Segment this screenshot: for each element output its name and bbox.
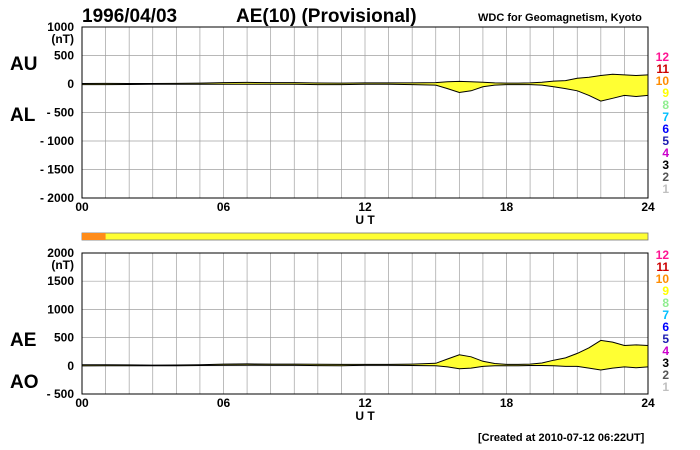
created-timestamp: [Created at 2010-07-12 06:22UT] [478, 432, 645, 444]
index-label-ao: AO [10, 372, 39, 393]
x-tick-label: 00 [75, 200, 89, 214]
x-tick-label: 00 [75, 396, 89, 410]
flag-bar-early-segment [82, 233, 106, 240]
level-legend-label: 11 [656, 260, 669, 274]
level-legend-label: 10 [656, 272, 670, 286]
date-title: 1996/04/03 [82, 6, 177, 27]
level-legend-label: 10 [656, 74, 670, 88]
y-tick-label: - 1000 [40, 134, 74, 148]
y-tick-label: - 1500 [40, 163, 74, 177]
x-tick-label: 06 [217, 200, 231, 214]
au-al-panel: 1000 500 0 - 500 - 1000 - 1500 - 2000 (nT) 00 06 1… [10, 20, 655, 227]
series-line-upper [81, 339, 649, 366]
y-tick-label: 500 [54, 331, 74, 345]
data-quality-bar [81, 232, 649, 241]
y-tick-label: 0 [67, 77, 74, 91]
plot-frame [81, 26, 649, 199]
level-legend-label: 1 [662, 380, 669, 394]
y-unit-label: (nT) [51, 32, 74, 46]
level-legend-label: 9 [662, 284, 669, 298]
index-title: AE(10) (Provisional) [236, 6, 417, 27]
source-label: WDC for Geomagnetism, Kyoto [478, 12, 642, 24]
y-tick-label: 0 [67, 359, 74, 373]
series-line-lower [81, 364, 649, 371]
level-legend-label: 7 [662, 110, 669, 124]
y-unit-label: (nT) [51, 258, 74, 272]
y-tick-label: 1000 [47, 20, 74, 34]
x-axis-label: U T [355, 213, 375, 227]
level-legend-label: 2 [662, 368, 669, 382]
level-legend-label: 4 [662, 344, 669, 358]
y-tick-label: 500 [54, 49, 74, 63]
level-legend-label: 2 [662, 170, 669, 184]
x-axis-label: U T [355, 409, 375, 423]
level-legend-label: 9 [662, 86, 669, 100]
index-label-al: AL [10, 105, 36, 126]
level-legend-label: 11 [656, 62, 669, 76]
x-tick-label: 12 [358, 396, 372, 410]
level-legend-label: 12 [656, 248, 670, 262]
y-tick-label: 1000 [47, 302, 74, 316]
ae-ao-panel: 2000 1500 1000 500 0 - 500 (nT) 00 06 12 18 24 U T AE… [10, 246, 655, 423]
x-tick-label: 18 [500, 200, 514, 214]
level-legend-label: 7 [662, 308, 669, 322]
series-line-lower [82, 83, 649, 102]
x-tick-label: 24 [641, 396, 655, 410]
y-tick-label: - 500 [47, 106, 75, 120]
level-legend-label: 8 [662, 296, 669, 310]
level-legend-label: 6 [662, 122, 669, 136]
x-tick-label: 06 [217, 396, 231, 410]
x-tick-label: 12 [358, 200, 372, 214]
level-legend-label: 5 [662, 332, 669, 346]
data-band-area [82, 340, 648, 370]
y-tick-label: 1500 [47, 274, 74, 288]
level-legend-label: 6 [662, 320, 669, 334]
x-tick-label: 24 [641, 200, 655, 214]
series-line-upper [81, 73, 649, 84]
index-label-ae: AE [10, 330, 36, 351]
level-legend-label: 12 [656, 50, 670, 64]
y-tick-label: 2000 [47, 246, 74, 260]
plot-frame [81, 252, 649, 395]
level-legend-label: 4 [662, 146, 669, 160]
y-tick-label: - 500 [47, 387, 75, 401]
level-legend-label: 3 [662, 356, 669, 370]
y-tick-label: - 2000 [40, 191, 74, 205]
x-tick-label: 18 [500, 396, 514, 410]
level-legend-label: 8 [662, 98, 669, 112]
index-label-au: AU [10, 54, 37, 75]
level-legend-label: 3 [662, 158, 669, 172]
level-legend-label: 5 [662, 134, 669, 148]
flag-bar-main [81, 232, 649, 241]
level-legend-label: 1 [662, 182, 669, 196]
